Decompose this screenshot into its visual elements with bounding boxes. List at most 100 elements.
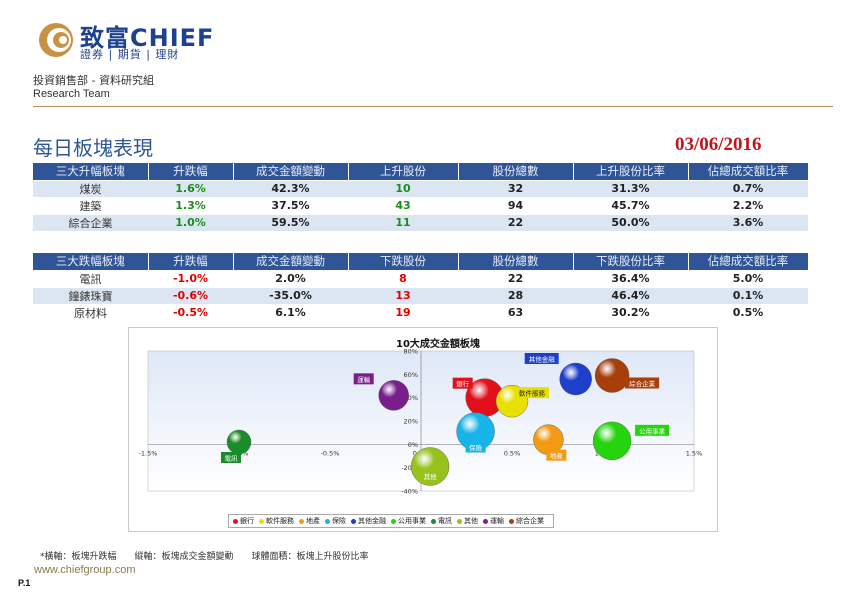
bubble-label-box: [524, 353, 559, 364]
turnover-cell: 2.0%: [233, 269, 348, 287]
change-cell: -0.5%: [148, 303, 233, 321]
bubble-label: 電訊: [225, 454, 239, 463]
bubble-label: 其他金融: [529, 355, 556, 364]
column-header: 上升股份比率: [573, 163, 689, 180]
legend-dot-icon: [259, 518, 264, 524]
x-tick-label: -0.5%: [321, 449, 340, 457]
legend-item: 地產: [299, 516, 320, 526]
turnover-cell: 37.5%: [233, 196, 348, 214]
turnover-cell: 42.3%: [233, 179, 348, 197]
column-header: 升跌幅: [148, 253, 234, 270]
share-cell: 5.0%: [688, 269, 808, 287]
column-header: 股份總數: [458, 253, 574, 270]
share-cell: 0.7%: [688, 179, 808, 197]
ratio-cell: 45.7%: [573, 196, 688, 214]
turnover-cell: 59.5%: [233, 213, 348, 231]
column-header: 三大升幅板塊: [33, 163, 149, 180]
x-tick-label: 1.5%: [686, 449, 703, 457]
y-tick-label: -40%: [401, 488, 418, 496]
chart-legend: 銀行 軟件服務 地產 保險 其他金融 公用事業 電訊 其他 運輸 綜合企業: [228, 514, 554, 528]
y-tick-label: -20%: [401, 464, 418, 472]
bubble-label-box: [221, 452, 241, 463]
bubble-chart: -1.5%-1.0%-0.5%0.0%0.5%1.0%1.5%-40%-20%0…: [139, 348, 703, 496]
y-tick-label: 40%: [404, 394, 418, 402]
bubble-label: 綜合企業: [629, 379, 656, 388]
chart-title: 10大成交金額板塊: [396, 339, 480, 350]
legend-item: 保險: [325, 516, 346, 526]
report-date: 03/06/2016: [675, 134, 762, 155]
legend-label: 銀行: [240, 517, 254, 525]
legend-dot-icon: [509, 518, 514, 524]
legend-item: 公用事業: [391, 516, 426, 526]
bottom-sectors-table: 三大跌幅板塊 升跌幅 成交金額變動 下跌股份 股份總數 下跌股份比率 佔總成交額…: [33, 253, 809, 321]
legend-item: 綜合企業: [509, 516, 544, 526]
change-cell: -0.6%: [148, 286, 233, 304]
ratio-cell: 31.3%: [573, 179, 688, 197]
legend-label: 地產: [306, 517, 320, 525]
share-cell: 2.2%: [688, 196, 808, 214]
table-row: 綜合企業 1.0% 59.5% 11 22 50.0% 3.6%: [33, 213, 808, 231]
bubble-綜合企業: [594, 358, 630, 393]
brand-name: 致富CHIEF: [80, 24, 215, 52]
total-cell: 28: [458, 286, 573, 304]
total-cell: 22: [458, 213, 573, 231]
count-cell: 11: [348, 213, 458, 231]
header-divider: [33, 106, 833, 107]
bubble-label: 保險: [469, 443, 483, 452]
share-cell: 0.1%: [688, 286, 808, 304]
legend-label: 其他: [464, 517, 478, 525]
ratio-cell: 36.4%: [573, 269, 688, 287]
total-cell: 94: [458, 196, 573, 214]
website-link[interactable]: www.chiefgroup.com: [34, 564, 136, 576]
legend-item: 其他金融: [351, 516, 386, 526]
bubble-其他金融: [559, 362, 592, 396]
sector-name: 電訊: [33, 269, 148, 287]
bubble-label-box: [625, 377, 660, 389]
ratio-cell: 50.0%: [573, 213, 688, 231]
share-cell: 0.5%: [688, 303, 808, 321]
bubble-label: 其他: [424, 472, 438, 481]
change-cell: 1.3%: [148, 196, 233, 214]
table-row: 原材料 -0.5% 6.1% 19 63 30.2% 0.5%: [33, 303, 808, 321]
legend-dot-icon: [325, 518, 330, 524]
sector-name: 綜合企業: [33, 213, 148, 231]
column-header: 佔總成交額比率: [688, 163, 809, 180]
legend-label: 公用事業: [398, 517, 426, 525]
sector-name: 煤炭: [33, 179, 148, 197]
legend-dot-icon: [299, 518, 304, 524]
column-header: 成交金額變動: [233, 253, 349, 270]
legend-item: 銀行: [233, 516, 254, 526]
page-title: 每日板塊表現: [33, 136, 153, 160]
bubble-label-box: [465, 441, 486, 453]
column-header: 下跌股份比率: [573, 253, 689, 270]
legend-label: 綜合企業: [516, 517, 544, 525]
top-sectors-table: 三大升幅板塊 升跌幅 成交金額變動 上升股份 股份總數 上升股份比率 佔總成交額…: [33, 163, 809, 231]
bubble-label-box: [420, 470, 441, 482]
sector-name: 鐘錶珠寶: [33, 286, 148, 304]
table-header-row: 三大升幅板塊 升跌幅 成交金額變動 上升股份 股份總數 上升股份比率 佔總成交額…: [33, 163, 809, 180]
legend-item: 電訊: [431, 516, 452, 526]
column-header: 升跌幅: [148, 163, 234, 180]
count-cell: 10: [348, 179, 458, 197]
count-cell: 43: [348, 196, 458, 214]
y-tick-label: 80%: [404, 348, 418, 356]
legend-dot-icon: [233, 518, 238, 524]
table-row: 煤炭 1.6% 42.3% 10 32 31.3% 0.7%: [33, 179, 808, 197]
sector-name: 建築: [33, 196, 148, 214]
total-cell: 32: [458, 179, 573, 197]
bubble-label: 運輸: [357, 375, 371, 384]
bubble-label: 地產: [550, 451, 564, 460]
legend-label: 其他金融: [358, 517, 386, 525]
bubble-label: 銀行: [456, 379, 470, 388]
legend-item: 軟件服務: [259, 516, 294, 526]
brand-tagline: 證券 | 期貨 | 理財: [80, 48, 180, 61]
turnover-cell: 6.1%: [233, 303, 348, 321]
ratio-cell: 46.4%: [573, 286, 688, 304]
legend-item: 運輸: [483, 516, 504, 526]
bubble-label-box: [452, 377, 473, 389]
bubble-label-box: [635, 424, 670, 436]
legend-dot-icon: [431, 518, 436, 524]
total-cell: 63: [458, 303, 573, 321]
change-cell: 1.6%: [148, 179, 233, 197]
team-label: Research Team: [33, 88, 110, 100]
